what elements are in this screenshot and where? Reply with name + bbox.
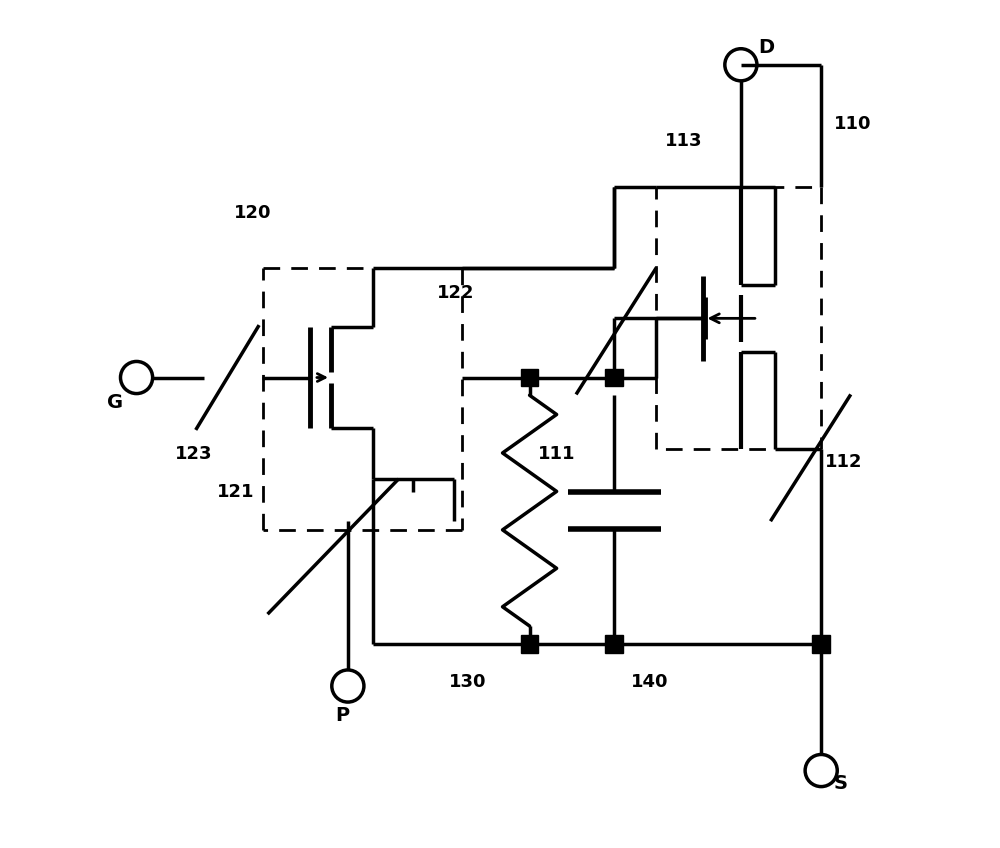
Text: 140: 140 (631, 672, 669, 691)
Text: G: G (107, 393, 123, 412)
Text: 110: 110 (834, 115, 871, 133)
Bar (521, 635, 538, 653)
Bar (605, 635, 623, 653)
Text: 120: 120 (234, 204, 271, 221)
Text: 130: 130 (449, 672, 487, 691)
Text: 122: 122 (437, 284, 474, 302)
Text: 121: 121 (217, 483, 254, 500)
Bar (521, 369, 538, 387)
Text: 111: 111 (538, 444, 576, 462)
Bar (605, 369, 623, 387)
Text: 123: 123 (175, 444, 212, 462)
Text: P: P (335, 706, 349, 725)
Text: S: S (834, 773, 848, 793)
Text: 113: 113 (665, 131, 702, 150)
Text: 112: 112 (825, 453, 863, 471)
Bar (812, 635, 830, 653)
Text: D: D (758, 38, 774, 58)
